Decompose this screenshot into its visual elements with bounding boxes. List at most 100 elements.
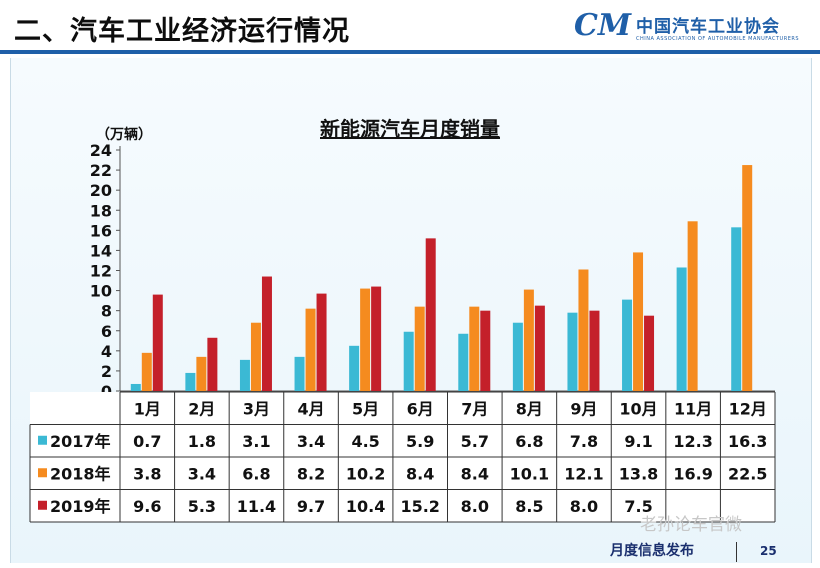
y-tick-label: 12 xyxy=(90,262,112,281)
bar-2018年-1月 xyxy=(141,352,152,391)
data-label: 9.7 xyxy=(297,497,325,516)
data-label: 7.8 xyxy=(570,432,598,451)
bar-2019年-4月 xyxy=(316,293,327,391)
data-label: 0.7 xyxy=(133,432,161,451)
data-label: 8.4 xyxy=(406,464,434,483)
x-tick-label: 2月 xyxy=(188,399,215,418)
data-label: 5.3 xyxy=(188,497,216,516)
data-label: 3.1 xyxy=(242,432,270,451)
data-label: 9.6 xyxy=(133,497,161,516)
bar-2017年-8月 xyxy=(512,322,523,391)
y-tick-label: 24 xyxy=(90,141,112,160)
legend-label: 2017年 xyxy=(50,432,111,451)
data-label: 6.8 xyxy=(242,464,270,483)
slide-header: 二、汽车工业经济运行情况 CM 中国汽车工业协会 CHINA ASSOCIATI… xyxy=(0,0,820,50)
data-label: 22.5 xyxy=(728,464,767,483)
data-label: 3.4 xyxy=(188,464,216,483)
bar-2017年-4月 xyxy=(294,356,305,391)
bar-2017年-7月 xyxy=(458,333,469,391)
data-label: 8.4 xyxy=(461,464,489,483)
y-tick-label: 20 xyxy=(90,181,112,200)
legend-label: 2019年 xyxy=(50,497,111,516)
data-label: 10.1 xyxy=(510,464,549,483)
legend-swatch-2019年 xyxy=(38,500,47,510)
bar-2019年-10月 xyxy=(644,315,655,391)
bar-2018年-8月 xyxy=(523,289,534,391)
footer-separator xyxy=(736,542,737,562)
data-label: 8.5 xyxy=(515,497,543,516)
bar-2017年-1月 xyxy=(130,383,141,391)
y-tick-label: 8 xyxy=(101,302,112,321)
bar-2019年-8月 xyxy=(534,305,545,391)
data-label: 10.2 xyxy=(346,464,385,483)
bar-2018年-11月 xyxy=(687,221,698,391)
data-label: 7.5 xyxy=(624,497,652,516)
bar-2018年-9月 xyxy=(578,269,589,391)
y-tick-label: 16 xyxy=(90,221,112,240)
y-tick-label: 0 xyxy=(101,382,112,401)
data-label: 16.3 xyxy=(728,432,767,451)
x-tick-label: 12月 xyxy=(729,399,767,418)
x-tick-label: 10月 xyxy=(619,399,657,418)
bar-2017年-10月 xyxy=(622,299,633,391)
bar-2019年-5月 xyxy=(371,286,382,391)
bar-2018年-10月 xyxy=(633,252,644,391)
x-tick-label: 6月 xyxy=(407,399,434,418)
data-label: 4.5 xyxy=(351,432,379,451)
legend-swatch-2017年 xyxy=(38,435,47,445)
data-label: 3.4 xyxy=(297,432,325,451)
bar-2019年-6月 xyxy=(425,238,436,391)
data-label: 6.8 xyxy=(515,432,543,451)
bar-2019年-1月 xyxy=(152,294,163,391)
data-label: 13.8 xyxy=(619,464,658,483)
bar-2018年-12月 xyxy=(742,165,753,391)
y-tick-label: 2 xyxy=(101,362,112,381)
bar-2019年-9月 xyxy=(589,310,600,391)
x-tick-label: 1月 xyxy=(134,399,161,418)
bar-2018年-3月 xyxy=(250,322,261,391)
x-tick-label: 11月 xyxy=(674,399,712,418)
bar-2018年-5月 xyxy=(360,288,371,391)
bar-2019年-7月 xyxy=(480,310,491,391)
data-label: 11.4 xyxy=(237,497,276,516)
bar-2019年-2月 xyxy=(207,337,218,391)
bar-2017年-6月 xyxy=(403,331,414,391)
bar-2017年-5月 xyxy=(349,345,360,391)
data-label: 1.8 xyxy=(188,432,216,451)
x-tick-label: 8月 xyxy=(516,399,543,418)
bar-2017年-12月 xyxy=(731,227,742,391)
page-number: 25 xyxy=(760,544,777,558)
x-tick-label: 7月 xyxy=(461,399,488,418)
data-label: 16.9 xyxy=(673,464,712,483)
x-tick-label: 3月 xyxy=(243,399,270,418)
data-label: 8.0 xyxy=(570,497,598,516)
association-logo: CM 中国汽车工业协会 CHINA ASSOCIATION OF AUTOMOB… xyxy=(574,8,814,46)
bar-2018年-7月 xyxy=(469,306,480,391)
legend-label: 2018年 xyxy=(50,464,111,483)
data-label: 12.3 xyxy=(673,432,712,451)
header-divider xyxy=(0,50,820,54)
data-label: 9.1 xyxy=(624,432,652,451)
watermark: 老孙论车官微 xyxy=(640,515,742,535)
data-label: 5.7 xyxy=(461,432,489,451)
bar-2017年-9月 xyxy=(567,312,578,391)
bar-2018年-2月 xyxy=(196,356,207,391)
bar-2017年-11月 xyxy=(676,267,687,391)
logo-english-name: CHINA ASSOCIATION OF AUTOMOBILE MANUFACT… xyxy=(636,36,800,42)
x-tick-label: 9月 xyxy=(570,399,597,418)
y-tick-label: 14 xyxy=(90,241,112,260)
bar-2017年-2月 xyxy=(185,372,196,391)
data-label: 10.4 xyxy=(346,497,385,516)
logo-mark: CM xyxy=(574,8,632,43)
data-label: 8.2 xyxy=(297,464,325,483)
y-tick-label: 18 xyxy=(90,201,112,220)
slide-title: 二、汽车工业经济运行情况 xyxy=(14,16,350,47)
chart-title: 新能源汽车月度销量 xyxy=(320,117,500,141)
data-label: 5.9 xyxy=(406,432,434,451)
data-label: 12.1 xyxy=(564,464,603,483)
y-tick-label: 6 xyxy=(101,322,112,341)
y-tick-label: 22 xyxy=(90,161,112,180)
x-tick-label: 5月 xyxy=(352,399,379,418)
x-tick-label: 4月 xyxy=(297,399,324,418)
